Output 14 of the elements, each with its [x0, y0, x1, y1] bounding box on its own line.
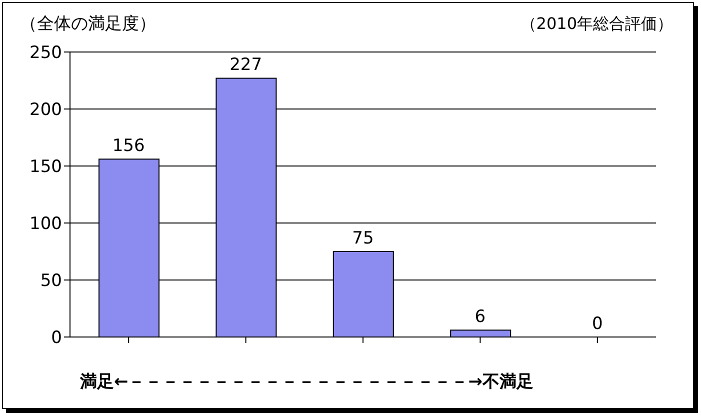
data-label: 6 [474, 307, 486, 328]
y-tick-label: 150 [30, 157, 62, 178]
data-label: 227 [230, 55, 262, 76]
y-tick-label: 0 [51, 328, 62, 348]
chart-subtitle: （2010年総合評価） [520, 14, 673, 35]
data-label: 0 [592, 314, 603, 334]
chart-title: （全体の満足度） [20, 13, 156, 35]
data-label: 75 [352, 228, 374, 248]
y-tick-label: 200 [30, 100, 62, 120]
y-tick-label: 250 [30, 43, 62, 64]
y-tick-label: 100 [30, 214, 62, 234]
x-axis-title: 満足←－－－－－－－－－－－－－－－－－－－－→不満足 [80, 371, 534, 393]
y-tick-label: 50 [40, 271, 62, 292]
data-label: 156 [112, 136, 145, 156]
